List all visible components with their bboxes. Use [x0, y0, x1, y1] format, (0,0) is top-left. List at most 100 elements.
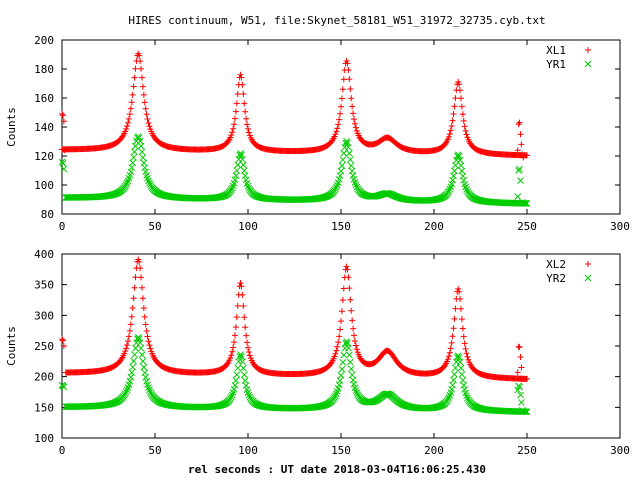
data-point	[246, 393, 254, 401]
data-point	[457, 95, 464, 102]
data-point	[242, 108, 249, 115]
data-point	[130, 357, 137, 365]
data-point	[462, 345, 469, 352]
y-tick-label: 140	[34, 121, 54, 134]
data-point	[140, 91, 147, 98]
data-point	[332, 183, 340, 191]
data-point	[461, 340, 468, 347]
data-point	[228, 184, 236, 192]
data-point	[350, 110, 357, 117]
data-point	[352, 387, 360, 394]
data-point	[137, 265, 144, 272]
legend-label: YR1	[546, 58, 566, 71]
x-tick-label: 250	[517, 444, 537, 457]
data-point	[243, 332, 250, 339]
data-point	[343, 338, 350, 345]
y-tick-label: 400	[34, 248, 54, 261]
data-point	[239, 156, 246, 163]
data-point	[347, 296, 354, 303]
data-point	[352, 181, 360, 189]
data-point	[340, 351, 348, 359]
data-point	[458, 316, 465, 323]
data-point	[145, 177, 152, 185]
data-point	[463, 350, 470, 357]
data-point	[233, 167, 241, 174]
data-point	[244, 182, 252, 190]
data-point	[138, 351, 146, 359]
data-point	[352, 342, 359, 349]
data-point	[227, 354, 234, 361]
data-point	[132, 274, 139, 281]
data-point	[130, 83, 137, 90]
data-point	[346, 358, 354, 366]
data-point	[343, 263, 350, 270]
data-point	[449, 117, 456, 124]
data-point	[236, 151, 243, 159]
data-point	[143, 111, 150, 118]
y-tick-label: 180	[34, 63, 54, 76]
data-point	[344, 60, 351, 67]
data-point	[353, 389, 361, 397]
data-point	[337, 326, 344, 333]
data-point	[522, 200, 530, 207]
data-point	[229, 348, 236, 355]
data-point	[517, 391, 524, 399]
data-point	[462, 127, 469, 134]
y-tick-label: 350	[34, 279, 54, 292]
data-point	[59, 336, 65, 343]
data-point	[139, 154, 147, 161]
data-point	[244, 121, 251, 128]
data-point	[518, 399, 525, 406]
data-point	[122, 388, 130, 396]
data-point	[448, 385, 456, 393]
data-point	[60, 118, 67, 125]
data-point	[514, 147, 521, 154]
data-point	[233, 371, 241, 379]
data-point	[522, 408, 530, 416]
data-point	[142, 374, 150, 381]
data-point	[514, 369, 521, 376]
data-point	[516, 119, 523, 126]
data-point	[336, 333, 343, 340]
data-point	[336, 377, 344, 384]
data-point	[334, 125, 341, 132]
data-point	[345, 143, 352, 151]
data-point	[145, 119, 152, 126]
data-point	[520, 154, 527, 161]
data-point	[129, 91, 136, 98]
data-point	[137, 58, 144, 65]
data-point	[331, 394, 338, 401]
data-point	[237, 279, 244, 286]
data-point	[139, 295, 146, 302]
data-point	[245, 349, 252, 356]
data-point	[339, 359, 347, 366]
data-point	[227, 186, 235, 194]
data-point	[232, 377, 240, 384]
x-tick-label: 300	[610, 220, 630, 233]
data-point	[347, 162, 355, 170]
data-point	[126, 327, 133, 334]
data-point	[460, 381, 468, 389]
data-point	[335, 339, 342, 346]
data-point	[338, 95, 345, 102]
data-point	[60, 165, 68, 173]
data-point	[228, 352, 235, 359]
y-axis-label: Counts	[5, 107, 18, 147]
data-point	[126, 377, 134, 385]
y-tick-label: 80	[41, 208, 54, 221]
data-point	[349, 376, 357, 384]
data-point	[336, 116, 343, 123]
data-point	[450, 376, 457, 384]
series-YR1	[58, 133, 531, 207]
data-point	[332, 350, 339, 357]
data-point	[339, 297, 346, 304]
data-point	[242, 382, 250, 389]
data-point	[450, 111, 457, 118]
series-XL1	[59, 50, 530, 161]
x-tick-label: 300	[610, 444, 630, 457]
data-point	[447, 127, 454, 134]
data-point	[127, 168, 135, 176]
data-point	[446, 131, 453, 138]
data-point	[237, 351, 244, 358]
data-point	[234, 364, 242, 372]
